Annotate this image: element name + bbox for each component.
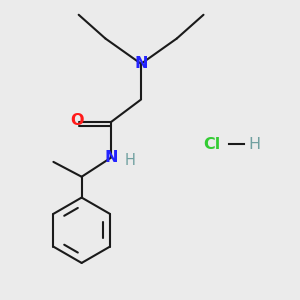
Text: N: N	[105, 150, 118, 165]
Text: H: H	[248, 136, 260, 152]
Text: N: N	[134, 56, 148, 71]
Text: H: H	[124, 153, 135, 168]
Text: Cl: Cl	[203, 136, 221, 152]
Text: O: O	[70, 113, 84, 128]
